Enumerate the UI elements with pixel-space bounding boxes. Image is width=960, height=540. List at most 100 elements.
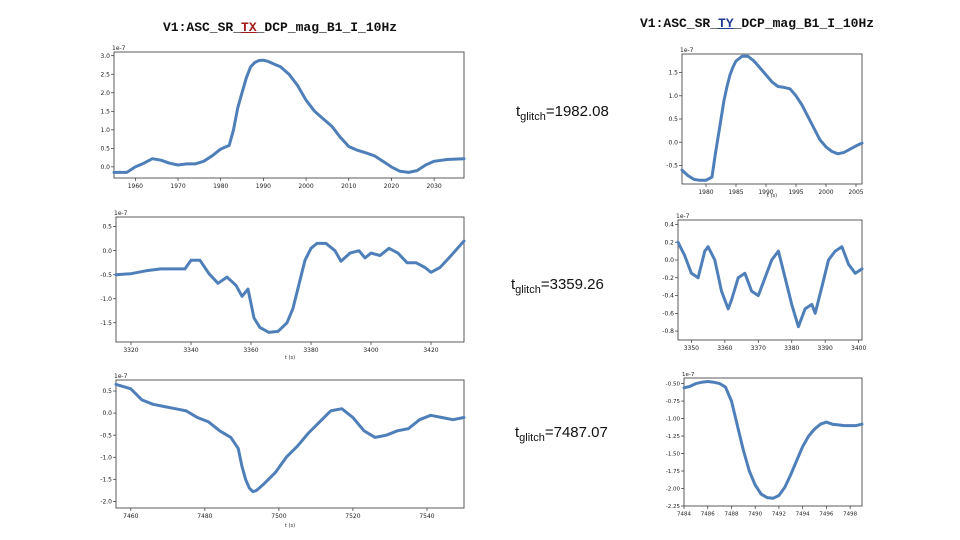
x-tick-label: 7520 xyxy=(345,513,360,520)
x-tick-label: 7480 xyxy=(197,513,212,520)
x-tick-label: 7490 xyxy=(748,512,762,518)
y-tick-label: 1.0 xyxy=(668,93,678,100)
x-tick-label: 3420 xyxy=(423,347,438,354)
x-tick-label: 1985 xyxy=(728,189,743,196)
offset-text: 1e-7 xyxy=(114,210,128,217)
x-tick-label: 3400 xyxy=(851,345,866,352)
series-line xyxy=(114,382,466,494)
plot-frame xyxy=(683,377,863,507)
y-tick-label: -1.5 xyxy=(100,320,112,327)
y-tick-label: 1.0 xyxy=(100,127,110,134)
x-tick-label: 7500 xyxy=(271,513,286,520)
x-tick-label: 3400 xyxy=(363,347,378,354)
offset-text: 1e-7 xyxy=(114,373,128,380)
glitch-t: t xyxy=(511,276,516,293)
y-tick-label: 1.5 xyxy=(668,70,678,77)
glitch-time-label: tglitch=7487.07 xyxy=(515,424,608,444)
series-line xyxy=(114,239,466,334)
x-axis-label: t (s) xyxy=(285,523,295,529)
y-tick-label: -1.0 xyxy=(100,454,112,461)
y-tick-label: 1.5 xyxy=(100,108,110,115)
x-tick-label: 1980 xyxy=(698,189,713,196)
chart-tx-7487: 1e-7 7460 7480 7500 7520 7540 -2.0 -1.5 -1.0 -0.5… xyxy=(100,373,466,529)
right-column-title: V1:ASC_SR_TY_DCP_mag_B1_I_10Hz xyxy=(640,16,874,31)
y-tick-label: -0.4 xyxy=(662,293,674,300)
y-tick-label: -1.0 xyxy=(100,296,112,303)
x-tick-label: 3320 xyxy=(123,347,138,354)
series-line xyxy=(112,58,466,174)
y-tick-label: 0.5 xyxy=(102,388,112,395)
chart-ty-3359: 1e-7 3350 3360 3370 3380 3390 3400 -0.8 -0.6 -0.4… xyxy=(662,213,866,352)
y-tick-label: 0.0 xyxy=(664,257,674,264)
x-tick-label: 3360 xyxy=(243,347,258,354)
title-prefix: V1:ASC_SR_ xyxy=(163,20,242,35)
x-tick-label: 1980 xyxy=(213,183,228,190)
y-tick-label: 0.2 xyxy=(664,239,674,246)
series-line xyxy=(676,240,864,329)
y-tick-label: -0.5 xyxy=(666,163,678,170)
left-column-title: V1:ASC_SR_TX_DCP_mag_B1_I_10Hz xyxy=(163,20,397,35)
y-tick-label: -0.50 xyxy=(666,382,681,388)
x-tick-label: 1990 xyxy=(256,183,271,190)
plot-frame xyxy=(115,216,465,343)
y-tick-label: -0.8 xyxy=(662,328,674,335)
glitch-time-label: tglitch=3359.26 xyxy=(511,276,604,296)
x-tick-label: 3350 xyxy=(684,345,699,352)
x-tick-label: 1995 xyxy=(788,189,803,196)
y-tick-label: 3.0 xyxy=(100,53,110,60)
x-tick-label: 2005 xyxy=(848,189,863,196)
series-line xyxy=(682,380,864,500)
y-tick-label: -0.75 xyxy=(666,399,681,405)
x-tick-label: 2000 xyxy=(298,183,313,190)
x-tick-label: 7540 xyxy=(419,513,434,520)
x-axis-label: t (s) xyxy=(285,355,295,361)
glitch-time-label: tglitch=1982.08 xyxy=(516,103,609,123)
y-tick-label: 0.0 xyxy=(100,164,110,171)
y-tick-label: 2.0 xyxy=(100,90,110,97)
chart-ty-7487: 1e-7 7484 7486 7488 7490 7492 7494 7496 7498 -2.2… xyxy=(666,372,864,518)
y-tick-label: 0.0 xyxy=(102,410,112,417)
x-tick-label: 7460 xyxy=(123,513,138,520)
offset-text: 1e-7 xyxy=(682,372,695,378)
plot-frame xyxy=(677,219,863,341)
title-suffix: _DCP_mag_B1_I_10Hz xyxy=(733,16,875,31)
y-tick-label: -2.0 xyxy=(100,498,112,505)
y-tick-label: -2.25 xyxy=(666,504,681,510)
glitch-sub: glitch xyxy=(515,284,541,296)
glitch-sub: glitch xyxy=(519,432,545,444)
x-tick-label: 2020 xyxy=(384,183,399,190)
x-tick-label: 2010 xyxy=(341,183,356,190)
glitch-value: =7487.07 xyxy=(544,424,608,441)
chart-tx-1982: 1e-7 1960 1970 1980 1990 2000 2010 2020 2030 0.0 0… xyxy=(100,45,466,190)
y-tick-label: 0.5 xyxy=(668,116,678,123)
x-tick-label: 7488 xyxy=(724,512,738,518)
x-tick-label: 3360 xyxy=(717,345,732,352)
y-tick-label: -1.25 xyxy=(666,434,681,440)
y-tick-label: -2.00 xyxy=(666,486,681,492)
x-tick-label: 7494 xyxy=(796,512,810,518)
plot-frame xyxy=(681,53,863,185)
y-tick-label: -0.5 xyxy=(100,272,112,279)
y-tick-label: -1.50 xyxy=(666,451,681,457)
y-tick-label: 2.5 xyxy=(100,71,110,78)
chart-ty-1982: 1e-7 1980 1985 1990 1995 2000 2005 -0.5 0.0 0.5 1.… xyxy=(666,47,864,199)
x-tick-label: 1960 xyxy=(128,183,143,190)
glitch-value: =1982.08 xyxy=(545,103,609,120)
offset-text: 1e-7 xyxy=(112,45,126,52)
y-tick-label: 0.4 xyxy=(664,222,674,229)
y-tick-label: 0.0 xyxy=(102,248,112,255)
chart-tx-3359: 1e-7 3320 3340 3360 3380 3400 3420 -1.5 -1.0 -0.5… xyxy=(100,210,466,361)
x-tick-label: 2030 xyxy=(426,183,441,190)
glitch-t: t xyxy=(515,424,520,441)
title-suffix: _DCP_mag_B1_I_10Hz xyxy=(256,20,398,35)
x-tick-label: 3370 xyxy=(751,345,766,352)
y-tick-label: 0.5 xyxy=(100,145,110,152)
series-line xyxy=(680,54,864,182)
y-tick-label: -0.5 xyxy=(100,432,112,439)
y-tick-label: -1.00 xyxy=(666,416,681,422)
y-tick-label: -0.2 xyxy=(662,275,674,282)
y-tick-label: -0.6 xyxy=(662,310,674,317)
offset-text: 1e-7 xyxy=(680,47,694,54)
title-highlight-ty: TY xyxy=(718,16,734,31)
x-tick-label: 3340 xyxy=(183,347,198,354)
